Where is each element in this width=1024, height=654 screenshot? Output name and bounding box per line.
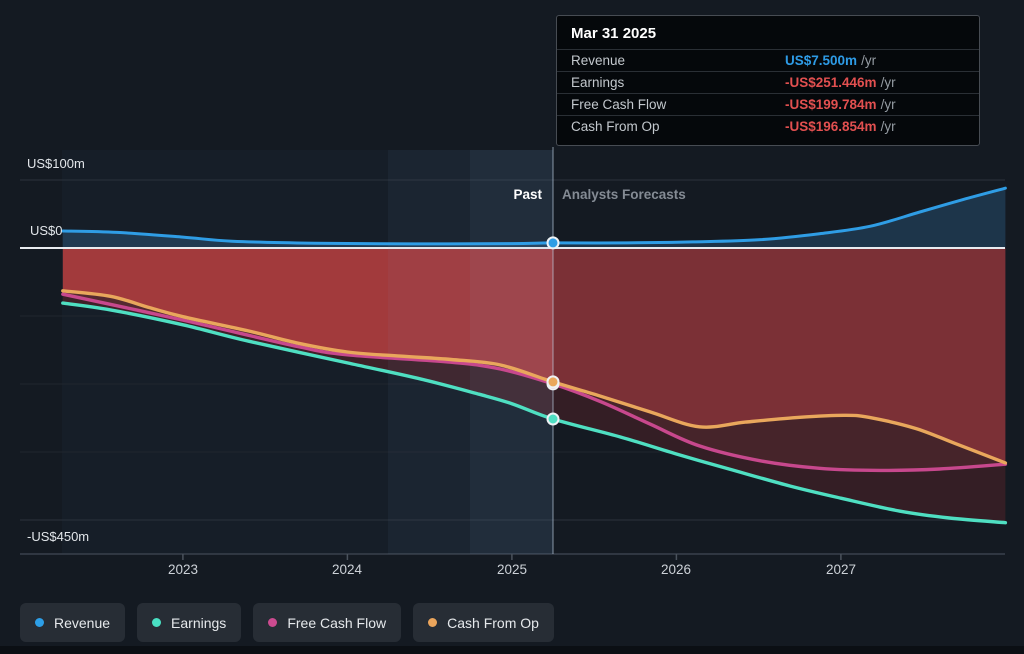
y-axis-label-100m: US$100m	[27, 156, 85, 171]
x-axis-tick-label: 2026	[660, 562, 692, 577]
tooltip-row-free-cash-flow: Free Cash Flow -US$199.784m/yr	[557, 93, 979, 115]
tooltip-row-value: -US$251.446m	[785, 75, 877, 90]
revenue-dot-icon	[35, 618, 44, 627]
tooltip-row-earnings: Earnings -US$251.446m/yr	[557, 71, 979, 93]
earnings-dot-icon	[152, 618, 162, 627]
x-axis-tick-label: 2023	[167, 562, 199, 577]
legend-label: Free Cash Flow	[287, 614, 387, 631]
tooltip-row-unit: /yr	[861, 53, 877, 68]
legend-toggle-cash-from-op[interactable]: Cash From Op	[413, 603, 554, 642]
legend-label: Revenue	[54, 614, 111, 631]
legend-toggle-revenue[interactable]: Revenue	[20, 603, 126, 642]
cash-from-op-dot-icon	[428, 618, 438, 627]
tooltip-row-value: US$7.500m	[785, 53, 858, 68]
tooltip-row-value: -US$199.784m	[785, 97, 877, 112]
legend-label: Cash From Op	[447, 614, 539, 631]
tooltip-row-label: Revenue	[571, 53, 626, 68]
tooltip-row-value: -US$196.854m	[785, 119, 877, 134]
chart-tooltip: Mar 31 2025 Revenue US$7.500m/yr Earning…	[556, 15, 980, 146]
legend-toggle-earnings[interactable]: Earnings	[137, 603, 242, 642]
tooltip-row-revenue: Revenue US$7.500m/yr	[557, 49, 979, 71]
y-axis-label-neg450m: -US$450m	[27, 529, 90, 544]
y-axis-label-zero: US$0	[30, 223, 63, 238]
free-cash-flow-dot-icon	[268, 618, 278, 627]
tooltip-row-unit: /yr	[880, 119, 896, 134]
tooltip-row-label: Free Cash Flow	[571, 97, 667, 112]
forecast-region-label: Analysts Forecasts	[562, 187, 686, 202]
x-axis-tick-label: 2025	[496, 562, 528, 577]
tooltip-row-label: Earnings	[571, 75, 625, 90]
legend-label: Earnings	[171, 614, 227, 631]
tooltip-row-unit: /yr	[880, 75, 896, 90]
bottom-bar	[0, 646, 1024, 654]
x-axis-tick-label: 2024	[331, 562, 363, 577]
tooltip-row-label: Cash From Op	[571, 119, 660, 134]
x-axis-tick-label: 2027	[825, 562, 857, 577]
legend-toggle-free-cash-flow[interactable]: Free Cash Flow	[253, 603, 402, 642]
tooltip-row-cash-from-op: Cash From Op -US$196.854m/yr	[557, 115, 979, 137]
tooltip-row-unit: /yr	[880, 97, 896, 112]
past-region-label: Past	[513, 187, 542, 202]
chart-legend: Revenue Earnings Free Cash Flow Cash Fro…	[20, 603, 554, 642]
tooltip-date: Mar 31 2025	[571, 25, 657, 42]
